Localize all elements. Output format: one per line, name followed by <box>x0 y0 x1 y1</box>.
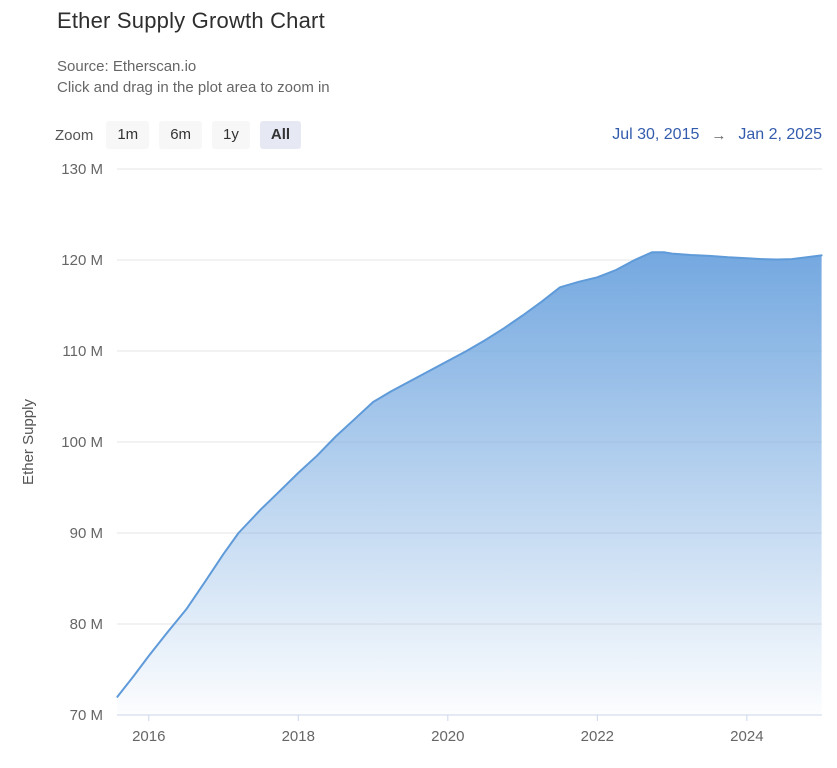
y-axis-tick-label: 80 M <box>70 616 103 633</box>
right-arrow-icon: → <box>711 126 727 144</box>
range-end-date[interactable]: Jan 2, 2025 <box>738 126 822 143</box>
y-axis-tick-label: 130 M <box>61 161 103 178</box>
supply-area-series <box>117 252 822 716</box>
zoom-button-1m[interactable]: 1m <box>106 121 150 149</box>
x-axis-tick-label: 2016 <box>132 728 165 745</box>
zoom-label: Zoom <box>55 126 94 144</box>
zoom-button-1y[interactable]: 1y <box>212 121 250 149</box>
range-start-date[interactable]: Jul 30, 2015 <box>612 126 700 143</box>
y-axis-tick-label: 90 M <box>70 525 103 542</box>
x-axis-tick-label: 2022 <box>581 728 614 745</box>
chart-zoom-hint: Click and drag in the plot area to zoom … <box>57 79 330 96</box>
y-axis-tick-label: 120 M <box>61 252 103 269</box>
supply-line-series <box>116 251 823 698</box>
zoom-controls: Zoom 1m 6m 1y All <box>55 121 311 149</box>
y-axis-tick-label: 70 M <box>70 707 103 724</box>
x-axis-tick-label: 2024 <box>730 728 763 745</box>
y-axis-tick-label: 110 M <box>62 343 103 360</box>
chart-source: Source: Etherscan.io <box>57 58 197 75</box>
x-axis-tick-label: 2018 <box>282 728 315 745</box>
chart-subtitle: Source: Etherscan.io Click and drag in t… <box>57 56 330 98</box>
page-title: Ether Supply Growth Chart <box>57 8 325 33</box>
x-axis-tick-label: 2020 <box>431 728 464 745</box>
y-axis-title: Ether Supply <box>20 399 37 485</box>
y-axis-tick-label: 100 M <box>61 434 103 451</box>
zoom-button-6m[interactable]: 6m <box>159 121 203 149</box>
zoom-button-all[interactable]: All <box>259 121 302 149</box>
date-range: Jul 30, 2015 → Jan 2, 2025 <box>612 121 822 149</box>
